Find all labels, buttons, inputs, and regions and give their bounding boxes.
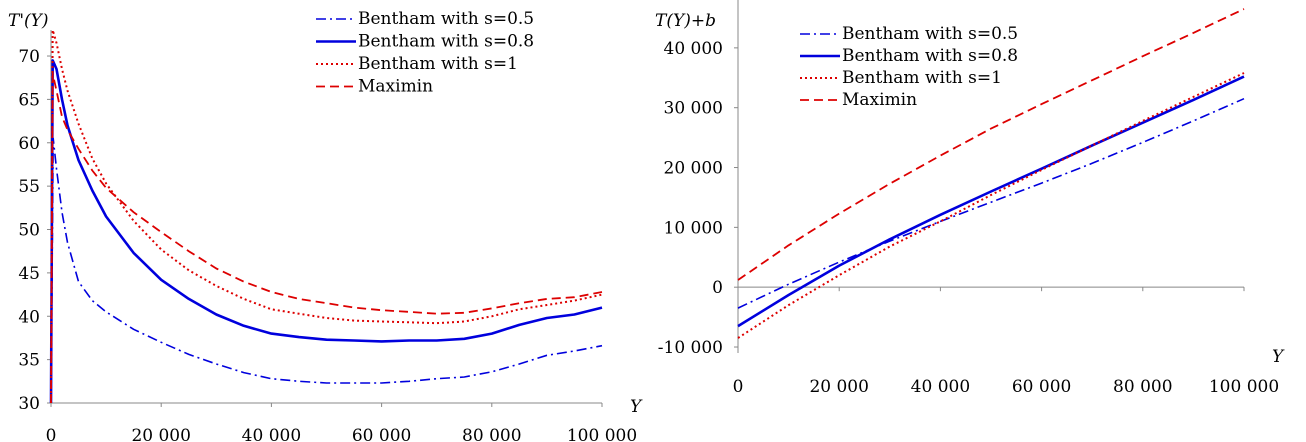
x-tick-label: 100 000 [1209,377,1279,397]
series-line-1 [50,137,603,404]
series-line-2 [49,59,603,404]
chart-1: 30 35 40 45 50 55 60 65 70 0 20 000 40 000 60 000 80 … [8,9,643,442]
legend-label: Maximin [842,90,917,110]
series-line-2 [737,75,1245,328]
legend-label: Bentham with s=0.8 [358,32,534,52]
y-tick-label: 40 [18,307,40,327]
y-tick-label: 70 [18,47,40,67]
y-axis-label: T(Y)+b [655,11,716,31]
x-tick-label: 80 000 [1113,377,1172,397]
x-axis-label: Y [1272,347,1285,367]
x-tick-label: 20 000 [809,377,868,397]
y-axis-label: T'(Y) [8,11,49,31]
x-tick-label: 20 000 [131,426,190,442]
legend-label: Bentham with s=0.5 [358,9,534,29]
y-tick-label: 10 000 [664,218,723,238]
y-tick-label: 30 [18,394,40,414]
x-tick-label: 40 000 [911,377,970,397]
chart-2: -10 000 0 10 000 20 000 30 000 40 000 0 20 000 4… [655,0,1285,397]
x-tick-label: 100 000 [567,426,637,442]
legend-label: Bentham with s=1 [842,68,1002,88]
series-line-3 [50,29,603,404]
y-tick-label: 55 [18,177,40,197]
y-tick-label: 50 [18,221,40,241]
x-tick-label: 40 000 [242,426,301,442]
y-tick-label: 60 [18,134,40,154]
y-tick-label: 45 [18,264,40,284]
x-axis-label: Y [630,397,643,417]
legend-label: Bentham with s=0.5 [842,24,1018,44]
legend-label: Maximin [358,77,433,97]
series-line-4 [737,8,1245,281]
y-tick-label: 30 000 [664,99,723,119]
series-line-4 [50,72,603,404]
y-tick-label: 40 000 [664,39,723,59]
y-tick-label: 65 [18,90,40,110]
legend-label: Bentham with s=1 [358,54,518,74]
series-line-3 [737,72,1245,339]
legend-label: Bentham with s=0.8 [842,46,1018,66]
y-tick-label: -10 000 [658,338,723,358]
series-line-1 [737,97,1245,309]
y-tick-label: 20 000 [664,159,723,179]
x-tick-label: 60 000 [1012,377,1071,397]
x-tick-label: 60 000 [352,426,411,442]
x-tick-label: 0 [46,426,57,442]
x-tick-label: 0 [733,377,744,397]
y-tick-label: 0 [712,278,723,298]
x-tick-label: 80 000 [462,426,521,442]
y-tick-label: 35 [18,351,40,371]
